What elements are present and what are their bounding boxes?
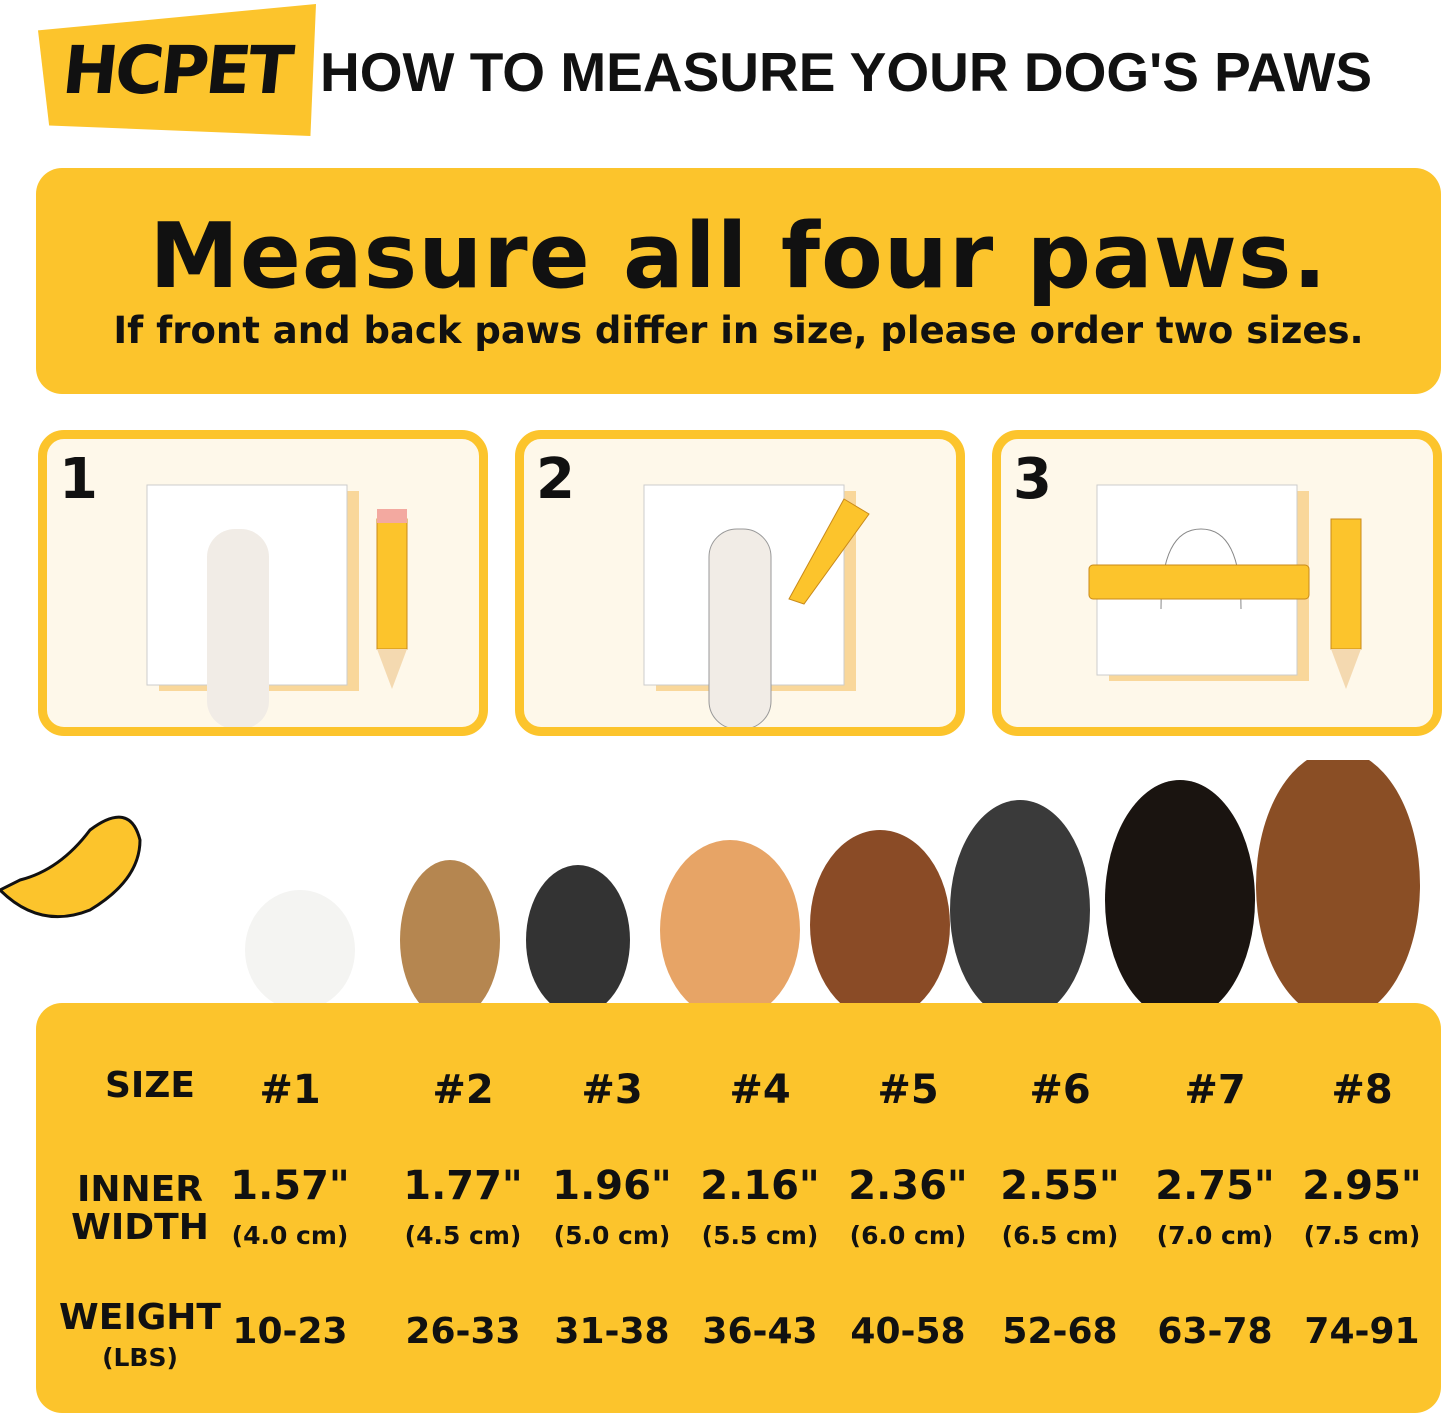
size-2-inch: 1.77": [403, 1163, 523, 1209]
size-1-size: #1: [259, 1067, 321, 1113]
size-chart: SIZE INNER WIDTH WEIGHT (LBS) #1 1.57" (4.0…: [36, 1003, 1441, 1413]
size-4-size: #4: [729, 1067, 791, 1113]
step-number: 1: [59, 447, 98, 512]
size-8-size: #8: [1331, 1067, 1393, 1113]
weight-row-label: WEIGHT: [59, 1297, 221, 1338]
size-2-weight: 26-33: [405, 1311, 521, 1352]
size-3-size: #3: [581, 1067, 643, 1113]
page-title: HOW TO MEASURE YOUR DOG'S PAWS: [320, 41, 1373, 103]
size-7-cm: (7.0 cm): [1156, 1221, 1274, 1250]
size-1-inch: 1.57": [230, 1163, 350, 1209]
size-row-label: SIZE: [104, 1065, 196, 1106]
ruler-measure-illustration: [1088, 484, 1362, 689]
size-8-cm: (7.5 cm): [1303, 1221, 1421, 1250]
trace-paw-illustration: [643, 484, 870, 727]
size-5-cm: (6.0 cm): [849, 1221, 967, 1250]
size-7-inch: 2.75": [1155, 1163, 1275, 1209]
size-3-inch: 1.96": [552, 1163, 672, 1209]
size-6-weight: 52-68: [1002, 1311, 1118, 1352]
size-7-size: #7: [1184, 1067, 1246, 1113]
dog-size-3: [526, 865, 630, 1010]
size-5-size: #5: [877, 1067, 939, 1113]
size-8-weight: 74-91: [1304, 1311, 1420, 1352]
step-1-panel: 1: [38, 430, 488, 736]
weight-unit-label: (LBS): [102, 1343, 178, 1372]
dog-size-5: [810, 830, 950, 1010]
dog-breeds-lineup: [0, 760, 1420, 1010]
label-line: WIDTH: [71, 1207, 209, 1248]
size-8-inch: 2.95": [1302, 1163, 1422, 1209]
size-2-cm: (4.5 cm): [404, 1221, 522, 1250]
size-2-size: #2: [432, 1067, 494, 1113]
size-7-weight: 63-78: [1157, 1311, 1273, 1352]
size-3-cm: (5.0 cm): [553, 1221, 671, 1250]
size-6-inch: 2.55": [1000, 1163, 1120, 1209]
size-5-inch: 2.36": [848, 1163, 968, 1209]
brand-logo: HCPET: [38, 4, 316, 136]
size-5-weight: 40-58: [850, 1311, 966, 1352]
dog-size-1: [245, 890, 355, 1010]
dog-size-7: [1105, 780, 1255, 1010]
dog-size-6: [950, 800, 1090, 1010]
size-1-cm: (4.0 cm): [231, 1221, 349, 1250]
size-4-weight: 36-43: [702, 1311, 818, 1352]
size-6-size: #6: [1029, 1067, 1091, 1113]
step-2-panel: 2: [515, 430, 965, 736]
dog-size-4: [660, 840, 800, 1010]
size-1-weight: 10-23: [232, 1311, 348, 1352]
inner-width-row-label: INNER WIDTH: [71, 1171, 209, 1247]
decorative-swoosh-icon: [0, 815, 142, 919]
size-6-cm: (6.5 cm): [1001, 1221, 1119, 1250]
instruction-banner: Measure all four paws. If front and back…: [36, 168, 1441, 394]
dog-size-2: [400, 860, 500, 1010]
brand-name: HCPET: [59, 31, 295, 109]
paw-on-paper-illustration: [146, 484, 408, 727]
dog-size-8: [1256, 760, 1420, 1010]
size-3-weight: 31-38: [554, 1311, 670, 1352]
label-line: INNER: [77, 1169, 203, 1210]
size-4-inch: 2.16": [700, 1163, 820, 1209]
step-3-panel: 3: [992, 430, 1442, 736]
size-4-cm: (5.5 cm): [701, 1221, 819, 1250]
step-number: 3: [1013, 447, 1052, 512]
step-number: 2: [536, 447, 575, 512]
banner-subtitle: If front and back paws differ in size, p…: [113, 309, 1364, 352]
banner-title: Measure all four paws.: [149, 204, 1328, 309]
